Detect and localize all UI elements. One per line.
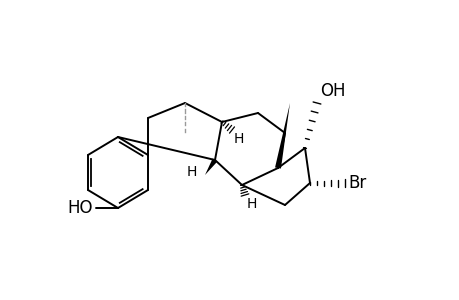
Text: H: H <box>186 165 196 179</box>
Polygon shape <box>205 158 217 175</box>
Text: HO: HO <box>67 199 93 217</box>
Text: Br: Br <box>347 174 365 192</box>
Text: H: H <box>234 132 244 146</box>
Polygon shape <box>274 103 289 169</box>
Text: H: H <box>246 197 257 211</box>
Text: OH: OH <box>319 82 345 100</box>
